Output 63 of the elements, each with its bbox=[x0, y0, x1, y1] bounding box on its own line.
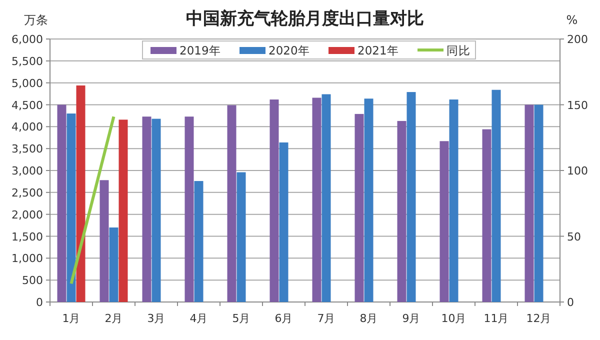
bar bbox=[534, 104, 544, 302]
bar bbox=[152, 118, 161, 302]
bar bbox=[364, 98, 374, 302]
bar bbox=[449, 99, 458, 302]
y-tick-label: 0 bbox=[36, 296, 43, 309]
bar bbox=[312, 98, 322, 302]
legend-label: 2019年 bbox=[180, 44, 221, 58]
x-tick-label: 4月 bbox=[190, 312, 208, 325]
bar bbox=[440, 141, 449, 302]
y2-tick-label: 0 bbox=[567, 296, 574, 309]
x-tick-label: 12月 bbox=[526, 312, 552, 325]
x-tick-label: 3月 bbox=[147, 312, 166, 325]
y-tick-label: 4,500 bbox=[12, 98, 43, 112]
bar bbox=[482, 129, 492, 302]
x-tick-label: 10月 bbox=[441, 312, 466, 325]
y2-tick-label: 100 bbox=[567, 164, 588, 178]
y2-tick-label: 50 bbox=[567, 230, 581, 244]
bar bbox=[142, 116, 152, 302]
bar bbox=[279, 142, 288, 302]
bar bbox=[100, 180, 109, 302]
y-tick-label: 3,500 bbox=[12, 142, 43, 156]
legend-label: 同比 bbox=[446, 44, 470, 58]
y-tick-label: 3,000 bbox=[12, 164, 43, 178]
bar bbox=[492, 90, 501, 302]
y-tick-label: 1,000 bbox=[12, 252, 43, 266]
y-tick-label: 2,500 bbox=[12, 186, 43, 200]
y-tick-label: 2,000 bbox=[12, 208, 43, 222]
y-tick-label: 5,500 bbox=[12, 54, 43, 68]
y-tick-label: 6,000 bbox=[12, 33, 43, 46]
y2-tick-label: 150 bbox=[567, 98, 588, 112]
bar bbox=[354, 114, 364, 302]
y-tick-label: 500 bbox=[22, 274, 43, 288]
legend-label: 2020年 bbox=[268, 44, 310, 58]
bar bbox=[57, 104, 66, 302]
bar bbox=[236, 172, 246, 302]
bar bbox=[322, 94, 331, 302]
y-tick-label: 4,000 bbox=[12, 120, 43, 134]
x-tick-label: 9月 bbox=[402, 312, 420, 325]
legend-label: 2021年 bbox=[358, 44, 399, 58]
bar bbox=[194, 181, 204, 302]
bar bbox=[76, 85, 86, 302]
bar bbox=[66, 114, 76, 302]
bar bbox=[109, 227, 118, 302]
chart-title: 中国新充气轮胎月度出口量对比 bbox=[186, 9, 424, 28]
x-tick-label: 11月 bbox=[484, 312, 509, 325]
y-tick-label: 5,000 bbox=[12, 76, 43, 90]
y2-axis-title: % bbox=[566, 13, 578, 27]
x-tick-label: 2月 bbox=[104, 312, 123, 325]
y2-tick-label: 200 bbox=[567, 33, 588, 46]
bar bbox=[406, 92, 416, 302]
x-tick-label: 7月 bbox=[317, 312, 336, 325]
bar bbox=[118, 120, 128, 302]
x-tick-label: 1月 bbox=[62, 312, 80, 325]
x-tick-label: 5月 bbox=[232, 312, 250, 325]
bar bbox=[270, 99, 279, 302]
x-tick-label: 8月 bbox=[360, 312, 378, 325]
y-tick-label: 1,500 bbox=[12, 230, 43, 244]
bar bbox=[184, 116, 194, 302]
bar bbox=[227, 105, 236, 302]
bar bbox=[524, 104, 534, 302]
bar bbox=[397, 120, 406, 302]
y-axis-title: 万条 bbox=[24, 13, 48, 27]
x-tick-label: 6月 bbox=[274, 312, 293, 325]
